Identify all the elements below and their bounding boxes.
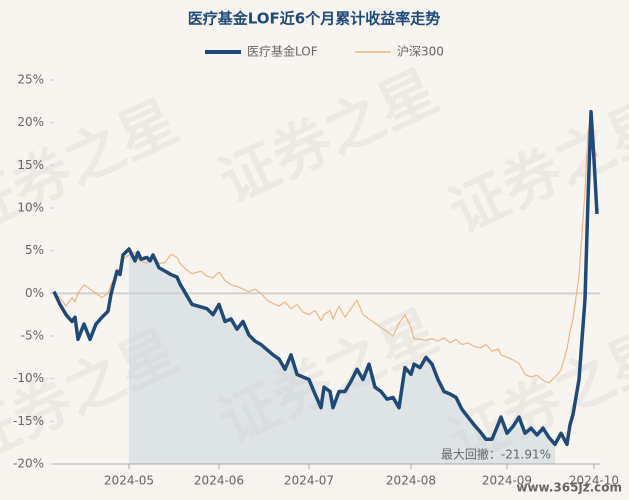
x-tick-label: 2024-09: [482, 474, 532, 488]
y-tick-label: 15%: [17, 158, 44, 172]
chart-title: 医疗基金LOF近6个月累计收益率走势: [188, 10, 440, 28]
x-tick-label: 2024-08: [386, 474, 436, 488]
y-tick-label: -20%: [13, 457, 44, 471]
x-tick-label: 2024-06: [194, 474, 244, 488]
x-tick-label: 2024-07: [284, 474, 334, 488]
x-tick-label: 2024-05: [104, 474, 154, 488]
y-tick-label: -15%: [13, 414, 44, 428]
y-tick-label: 0%: [25, 286, 44, 300]
legend-label: 医疗基金LOF: [247, 44, 318, 59]
source: www.365jz.com: [516, 481, 622, 495]
y-tick-label: -5%: [21, 329, 44, 343]
x-tick-label: 2024-10: [569, 474, 619, 488]
y-tick-label: 10%: [17, 201, 44, 215]
y-tick-label: -10%: [13, 371, 44, 385]
y-tick-label: 5%: [25, 243, 44, 257]
y-tick-label: 20%: [17, 115, 44, 129]
y-tick-label: 25%: [17, 73, 44, 87]
annotation: 最大回撤：-21.91%: [441, 447, 551, 462]
legend-label: 沪深300: [397, 45, 444, 59]
drawdown-area: [129, 248, 555, 464]
series-line: [52, 109, 599, 447]
